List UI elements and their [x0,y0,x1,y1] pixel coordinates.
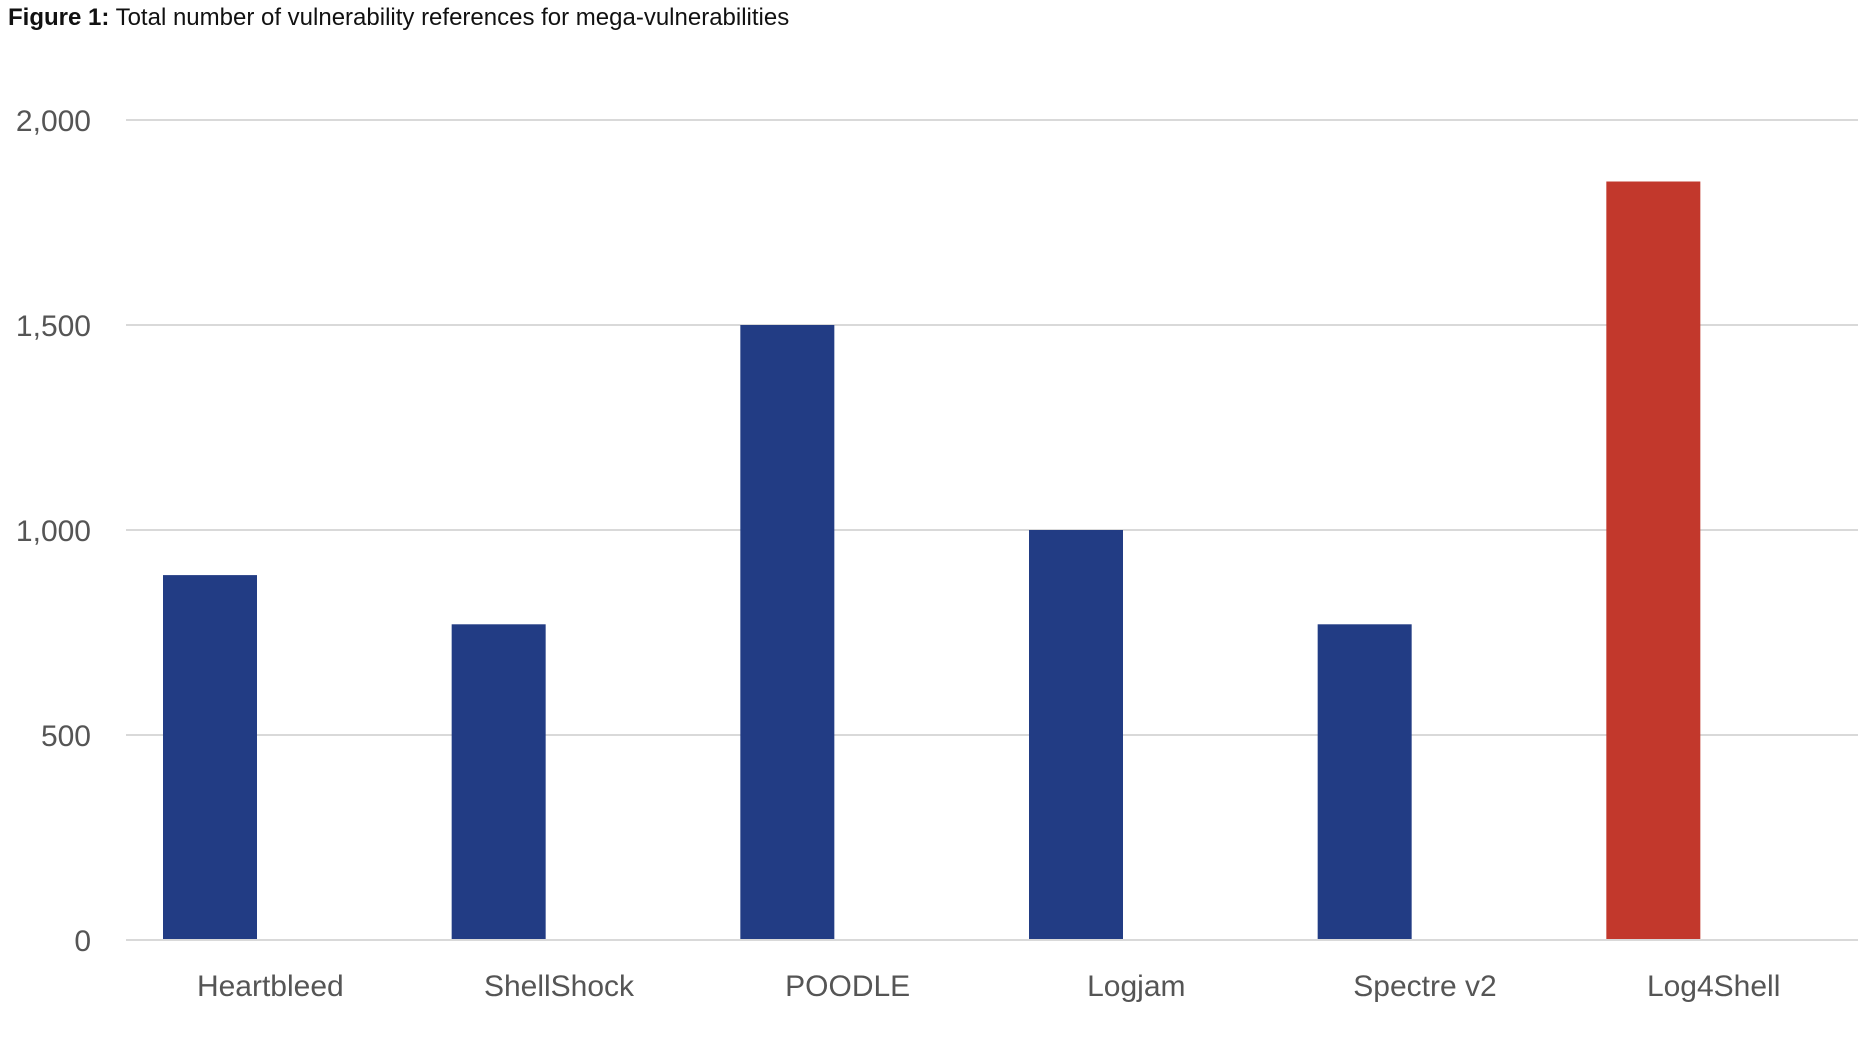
x-tick-label: Spectre v2 [1353,970,1496,1003]
y-tick-label: 0 [74,925,91,958]
figure-label: Figure 1: [8,4,110,31]
x-tick-label: Logjam [1087,970,1185,1003]
y-tick-label: 500 [41,720,91,753]
bar-logjam [1029,530,1123,940]
bar-heartbleed [163,575,257,940]
bar-spectre-v2 [1317,624,1412,940]
chart-title: Figure 1: Total number of vulnerability … [8,4,789,32]
y-tick-label: 2,000 [16,105,91,138]
bar-shellshock [451,624,546,940]
figure-caption: Total number of vulnerability references… [109,4,790,31]
x-tick-label: Log4Shell [1647,970,1780,1003]
y-tick-label: 1,500 [16,310,91,343]
bar-log4shell [1606,181,1701,940]
y-tick-label: 1,000 [16,515,91,548]
bar-poodle [740,325,835,940]
x-tick-label: Heartbleed [197,970,344,1003]
x-tick-label: ShellShock [484,970,635,1003]
x-tick-label: POODLE [785,970,910,1003]
